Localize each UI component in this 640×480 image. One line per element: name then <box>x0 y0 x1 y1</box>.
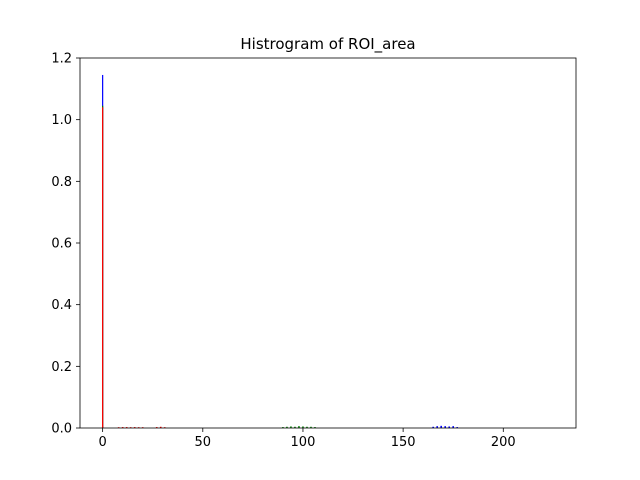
x-tick-label: 0 <box>98 435 106 450</box>
histogram-bar <box>440 425 442 428</box>
histogram-bar <box>448 426 450 428</box>
x-tick-label: 150 <box>391 435 416 450</box>
histogram-bar <box>125 427 128 428</box>
histogram-bar <box>310 426 312 428</box>
x-axis: 0 50 100 150 200 <box>98 428 516 450</box>
histogram-bar <box>436 426 438 428</box>
histogram-bar <box>286 426 288 428</box>
histogram-bar <box>298 426 300 428</box>
plot-frame <box>79 57 577 429</box>
histogram-bar <box>133 427 136 428</box>
y-tick-label: 0.8 <box>51 175 72 190</box>
histogram-bar <box>102 107 104 428</box>
histogram-bar <box>456 427 459 428</box>
histogram-bar <box>302 426 304 428</box>
histogram-bar <box>282 427 284 428</box>
y-tick-label: 0.4 <box>51 298 72 313</box>
y-tick-label: 0.0 <box>51 422 72 437</box>
chart-title: Histrogram of ROI_area <box>240 35 415 54</box>
histogram-bar <box>159 426 162 428</box>
y-tick-label: 1.0 <box>51 113 72 128</box>
histogram-bar <box>294 426 296 428</box>
histogram-bar <box>121 427 124 428</box>
histogram-bar <box>290 426 292 428</box>
histogram-bar <box>444 426 446 428</box>
x-tick-label: 50 <box>195 435 212 450</box>
x-tick-label: 200 <box>491 435 516 450</box>
histogram-bar <box>155 427 158 428</box>
x-tick-label: 100 <box>291 435 316 450</box>
histogram-bar <box>452 426 454 428</box>
y-axis: 0.0 0.2 0.4 0.6 0.8 1.0 1.2 <box>51 52 80 437</box>
histogram-bar <box>306 426 308 428</box>
histogram-bar <box>314 427 316 428</box>
histogram-bar <box>432 426 434 428</box>
y-tick-label: 1.2 <box>51 52 72 67</box>
bars-layer <box>102 74 459 429</box>
y-tick-label: 0.6 <box>51 237 72 252</box>
y-tick-label: 0.2 <box>51 360 72 375</box>
